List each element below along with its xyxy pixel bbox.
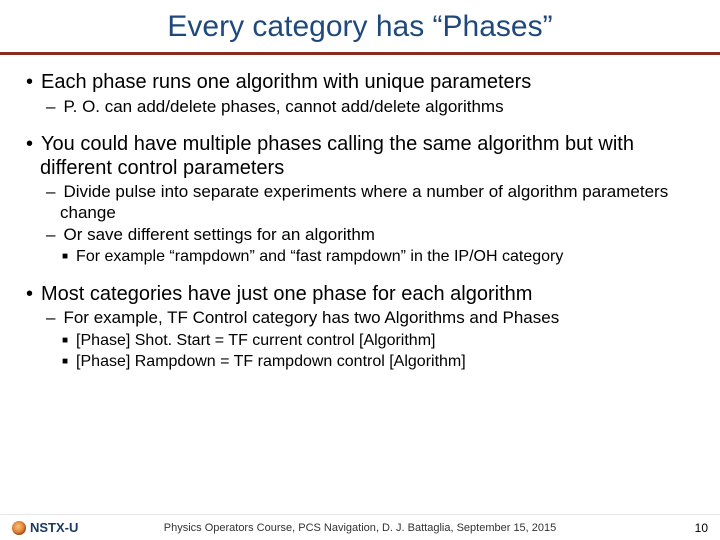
bullet-l3: For example “rampdown” and “fast rampdow…	[26, 247, 694, 267]
slide: Every category has “Phases” Each phase r…	[0, 0, 720, 540]
bullet-l3: [Phase] Shot. Start = TF current control…	[26, 331, 694, 351]
footer: NSTX-U Physics Operators Course, PCS Nav…	[0, 514, 720, 540]
content-area: Each phase runs one algorithm with uniqu…	[0, 55, 720, 540]
title-wrap: Every category has “Phases”	[0, 0, 720, 44]
bullet-l2: P. O. can add/delete phases, cannot add/…	[26, 97, 694, 117]
bullet-l1: Most categories have just one phase for …	[26, 283, 694, 307]
page-number: 10	[695, 521, 708, 535]
logo-text: NSTX-U	[30, 520, 78, 535]
footer-caption: Physics Operators Course, PCS Navigation…	[0, 522, 720, 534]
logo: NSTX-U	[12, 520, 78, 535]
bullet-l1: Each phase runs one algorithm with uniqu…	[26, 71, 694, 95]
bullet-l1: You could have multiple phases calling t…	[26, 133, 694, 180]
logo-icon	[12, 521, 26, 535]
bullet-l2: Divide pulse into separate experiments w…	[26, 182, 694, 223]
bullet-l2: Or save different settings for an algori…	[26, 225, 694, 245]
slide-title: Every category has “Phases”	[0, 10, 720, 44]
bullet-l3: [Phase] Rampdown = TF rampdown control […	[26, 352, 694, 372]
bullet-l2: For example, TF Control category has two…	[26, 308, 694, 328]
